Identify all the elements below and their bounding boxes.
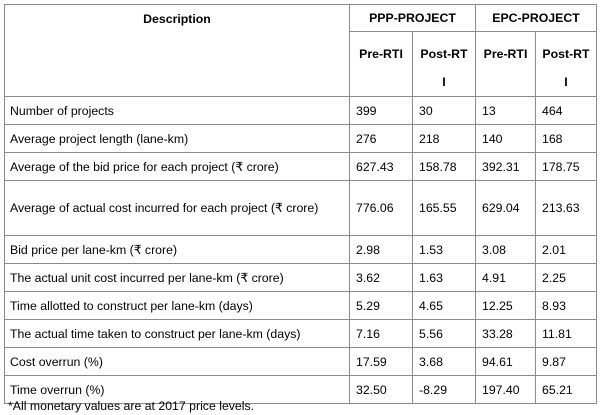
table-row: The actual time taken to construct per l…	[4, 319, 597, 348]
table-row: Average project length (lane-km) 276 218…	[4, 124, 597, 153]
cell-epc-post: 9.87	[535, 347, 597, 376]
cell-ppp-post: 158.78	[412, 152, 476, 181]
cell-ppp-post: 30	[412, 96, 476, 125]
cell-ppp-post: 5.56	[412, 319, 476, 348]
cell-epc-post: 168	[535, 124, 597, 153]
cell-epc-post: 213.63	[535, 180, 597, 236]
header-ppp-pre-rti: Pre-RTI	[349, 31, 413, 97]
cell-epc-post: 2.25	[535, 263, 597, 292]
row-description: Cost overrun (%)	[4, 347, 350, 376]
cell-ppp-post: -8.29	[412, 375, 476, 404]
header-ppp-post-rti: Post-RT I	[412, 31, 476, 97]
row-description: The actual time taken to construct per l…	[4, 319, 350, 348]
cell-ppp-pre: 7.16	[349, 319, 413, 348]
table-row: Time overrun (%) 32.50 -8.29 197.40 65.2…	[4, 375, 597, 404]
cell-ppp-pre: 17.59	[349, 347, 413, 376]
cell-ppp-post: 1.53	[412, 235, 476, 264]
table-row: Bid price per lane-km (₹ crore) 2.98 1.5…	[4, 235, 597, 264]
cell-ppp-post: 4.65	[412, 291, 476, 320]
cell-ppp-post: 165.55	[412, 180, 476, 236]
cell-ppp-pre: 776.06	[349, 180, 413, 236]
row-description: Time allotted to construct per lane-km (…	[4, 291, 350, 320]
row-description: Number of projects	[4, 96, 350, 125]
cell-ppp-pre: 627.43	[349, 152, 413, 181]
table-row: Time allotted to construct per lane-km (…	[4, 291, 597, 320]
cell-epc-pre: 3.08	[475, 235, 536, 264]
cell-epc-post: 178.75	[535, 152, 597, 181]
row-description: Average of the bid price for each projec…	[4, 152, 350, 181]
cell-ppp-pre: 32.50	[349, 375, 413, 404]
table-row: Number of projects 399 30 13 464	[4, 96, 597, 125]
table-row: Average of the bid price for each projec…	[4, 152, 597, 181]
cell-epc-pre: 12.25	[475, 291, 536, 320]
cell-ppp-pre: 276	[349, 124, 413, 153]
cell-ppp-post: 1.63	[412, 263, 476, 292]
header-ppp-project: PPP-PROJECT	[349, 4, 476, 32]
header-epc-project: EPC-PROJECT	[475, 4, 597, 32]
header-description: Description	[4, 4, 350, 97]
row-description: Bid price per lane-km (₹ crore)	[4, 235, 350, 264]
cell-epc-pre: 629.04	[475, 180, 536, 236]
cell-ppp-pre: 2.98	[349, 235, 413, 264]
cell-ppp-pre: 399	[349, 96, 413, 125]
cell-epc-pre: 4.91	[475, 263, 536, 292]
cell-ppp-post: 218	[412, 124, 476, 153]
table-row: Cost overrun (%) 17.59 3.68 94.61 9.87	[4, 347, 597, 376]
row-description: Average of actual cost incurred for each…	[4, 180, 350, 236]
cell-epc-post: 11.81	[535, 319, 597, 348]
header-epc-post-rti: Post-RT I	[535, 31, 597, 97]
row-description: Average project length (lane-km)	[4, 124, 350, 153]
cell-epc-pre: 13	[475, 96, 536, 125]
cell-epc-pre: 94.61	[475, 347, 536, 376]
footnote: *All monetary values are at 2017 price l…	[8, 399, 255, 413]
table-row: Average of actual cost incurred for each…	[4, 180, 597, 236]
row-description: The actual unit cost incurred per lane-k…	[4, 263, 350, 292]
cell-ppp-pre: 3.62	[349, 263, 413, 292]
header-epc-pre-rti: Pre-RTI	[475, 31, 536, 97]
cell-epc-pre: 33.28	[475, 319, 536, 348]
cell-ppp-post: 3.68	[412, 347, 476, 376]
cell-epc-post: 8.93	[535, 291, 597, 320]
data-table: Description PPP-PROJECT EPC-PROJECT Pre-…	[4, 4, 597, 404]
cell-epc-post: 65.21	[535, 375, 597, 404]
table-row: The actual unit cost incurred per lane-k…	[4, 263, 597, 292]
cell-epc-pre: 197.40	[475, 375, 536, 404]
cell-epc-pre: 392.31	[475, 152, 536, 181]
cell-epc-post: 2.01	[535, 235, 597, 264]
row-description: Time overrun (%)	[4, 375, 350, 404]
cell-epc-post: 464	[535, 96, 597, 125]
cell-ppp-pre: 5.29	[349, 291, 413, 320]
cell-epc-pre: 140	[475, 124, 536, 153]
